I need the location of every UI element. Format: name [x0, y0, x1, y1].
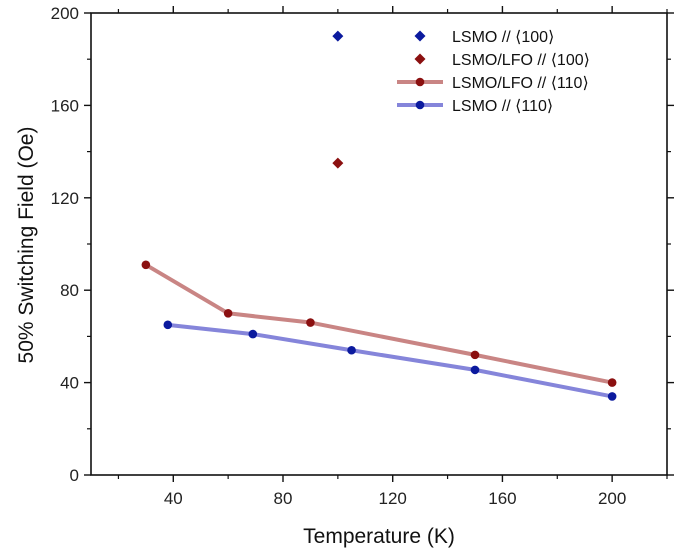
legend-label: LSMO // ⟨100⟩	[452, 29, 554, 46]
data-point	[223, 309, 233, 318]
legend-marker	[415, 77, 425, 87]
series-2	[332, 157, 344, 169]
plot-area	[141, 30, 617, 401]
data-point	[248, 329, 258, 339]
y-tick-label: 120	[51, 189, 79, 208]
y-tick-label: 0	[70, 466, 79, 485]
x-tick-label: 40	[164, 489, 183, 508]
x-axis-title: Temperature (K)	[303, 525, 455, 548]
y-tick-label: 40	[60, 374, 79, 393]
x-tick-label: 160	[488, 489, 516, 508]
data-point	[470, 365, 480, 375]
series-3	[141, 260, 617, 387]
series-line	[144, 263, 613, 385]
y-tick-label: 160	[51, 96, 79, 115]
data-point	[332, 157, 344, 169]
series-4	[163, 320, 617, 401]
data-point	[347, 345, 356, 355]
legend-marker	[414, 53, 426, 65]
x-tick-label: 200	[598, 489, 626, 508]
legend-item-3: LSMO/LFO // ⟨110⟩	[397, 75, 589, 92]
data-point	[607, 378, 617, 387]
legend: LSMO // ⟨100⟩ LSMO/LFO // ⟨100⟩ LSMO/LFO /…	[397, 29, 590, 115]
legend-label: LSMO/LFO // ⟨100⟩	[452, 52, 590, 69]
y-axis-title: 50% Switching Field (Oe)	[15, 127, 38, 364]
x-tick-label: 80	[274, 489, 293, 508]
legend-label: LSMO // ⟨110⟩	[452, 98, 553, 115]
data-point	[470, 350, 480, 360]
data-point	[306, 318, 315, 327]
y-tick-label: 200	[51, 4, 79, 23]
legend-item-1: LSMO // ⟨100⟩	[414, 29, 554, 46]
legend-item-2: LSMO/LFO // ⟨100⟩	[414, 52, 590, 69]
x-tick-label: 120	[379, 489, 407, 508]
data-point	[332, 30, 344, 42]
legend-marker	[414, 30, 426, 42]
legend-item-4: LSMO // ⟨110⟩	[397, 98, 553, 115]
series-line	[167, 322, 613, 399]
series-1	[332, 30, 344, 42]
y-tick-label: 80	[60, 281, 79, 300]
legend-marker	[415, 100, 425, 110]
data-point	[141, 260, 151, 270]
legend-label: LSMO/LFO // ⟨110⟩	[452, 75, 589, 92]
data-point	[607, 392, 617, 401]
axes: 40 80 120 160 200 0 40 80 120 160 200	[51, 4, 674, 508]
data-point	[163, 320, 173, 330]
